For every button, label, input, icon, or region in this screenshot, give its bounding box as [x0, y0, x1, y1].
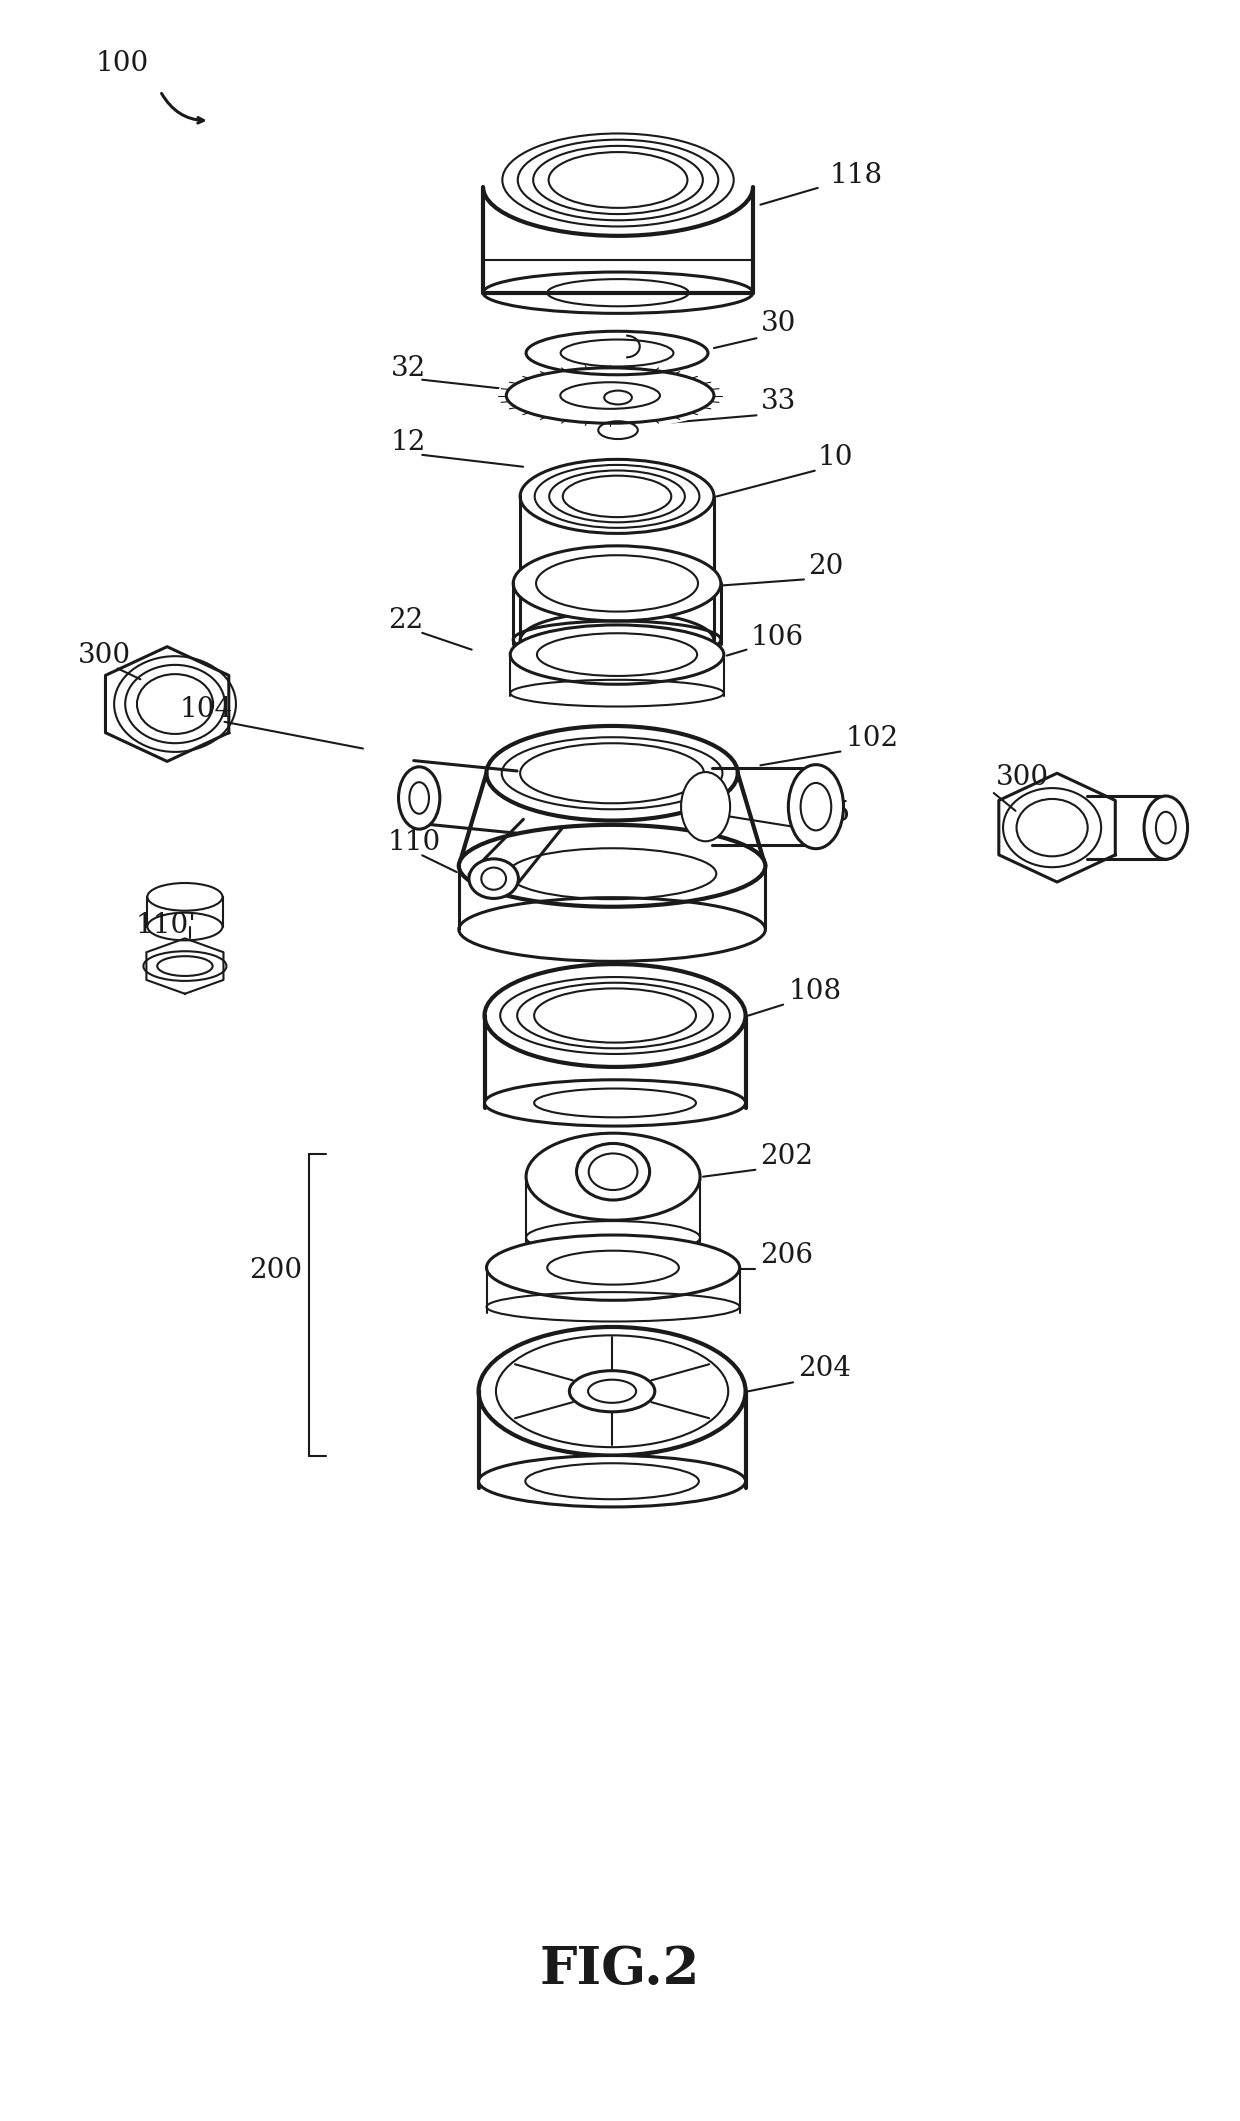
Text: 110': 110' — [135, 912, 196, 940]
Bar — [379, 702, 844, 1020]
Ellipse shape — [469, 859, 518, 899]
Ellipse shape — [398, 768, 440, 829]
Ellipse shape — [486, 1234, 739, 1300]
Text: 104: 104 — [180, 696, 233, 723]
Text: 30: 30 — [760, 310, 796, 337]
Ellipse shape — [148, 882, 222, 910]
Ellipse shape — [789, 766, 843, 848]
Text: 106: 106 — [750, 624, 804, 651]
Ellipse shape — [1145, 795, 1188, 859]
Ellipse shape — [526, 1133, 701, 1220]
Text: 20: 20 — [808, 551, 843, 579]
Ellipse shape — [479, 1328, 745, 1455]
Text: 105: 105 — [799, 800, 851, 827]
Ellipse shape — [520, 460, 714, 532]
Ellipse shape — [486, 725, 738, 821]
Ellipse shape — [484, 136, 753, 233]
Text: 202: 202 — [760, 1143, 813, 1171]
Text: 108: 108 — [789, 978, 841, 1005]
Text: 22: 22 — [388, 607, 423, 634]
Text: 206: 206 — [760, 1241, 813, 1268]
Text: 32: 32 — [391, 354, 425, 382]
Ellipse shape — [510, 626, 724, 685]
Text: 100: 100 — [95, 51, 149, 76]
Ellipse shape — [681, 772, 730, 842]
Ellipse shape — [526, 331, 708, 375]
Text: 10: 10 — [817, 443, 853, 471]
Text: 33: 33 — [760, 388, 796, 416]
Ellipse shape — [513, 545, 720, 621]
Text: 118: 118 — [830, 161, 883, 189]
Text: 300: 300 — [78, 641, 131, 668]
Ellipse shape — [496, 363, 724, 428]
Bar — [520, 471, 714, 651]
Text: 204: 204 — [799, 1355, 851, 1383]
Text: 200: 200 — [249, 1256, 303, 1283]
Text: 300: 300 — [996, 764, 1049, 791]
Text: 110: 110 — [388, 829, 441, 857]
Ellipse shape — [459, 825, 765, 908]
Text: 102: 102 — [846, 725, 899, 751]
Text: FIG.2: FIG.2 — [539, 1945, 701, 1996]
Ellipse shape — [485, 1080, 745, 1126]
Text: 12: 12 — [391, 428, 427, 456]
Ellipse shape — [479, 1455, 745, 1506]
Ellipse shape — [485, 965, 745, 1067]
